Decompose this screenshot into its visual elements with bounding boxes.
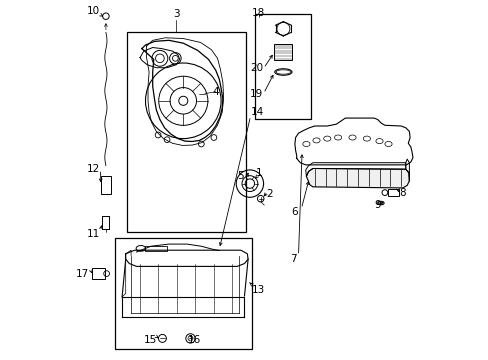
Bar <box>101 176 111 194</box>
Text: 14: 14 <box>250 107 263 117</box>
Text: 13: 13 <box>252 285 265 295</box>
Text: 10: 10 <box>86 6 100 16</box>
Text: 12: 12 <box>86 164 100 174</box>
Text: 19: 19 <box>249 89 263 99</box>
Text: 15: 15 <box>144 335 157 345</box>
Text: 17: 17 <box>76 269 89 279</box>
Text: 9: 9 <box>374 200 380 210</box>
Text: 2: 2 <box>266 189 272 199</box>
Bar <box>127 32 246 232</box>
Bar <box>274 44 292 60</box>
Polygon shape <box>306 168 408 188</box>
Text: 16: 16 <box>187 335 200 345</box>
Bar <box>387 189 399 196</box>
Text: 1: 1 <box>255 168 262 178</box>
Bar <box>145 246 167 251</box>
Text: 3: 3 <box>172 9 179 19</box>
Text: 6: 6 <box>291 207 298 217</box>
Text: 5: 5 <box>237 171 244 181</box>
Bar <box>255 14 310 119</box>
Bar <box>92 268 105 279</box>
Text: 18: 18 <box>252 8 265 18</box>
Text: 11: 11 <box>86 229 100 239</box>
Text: 4: 4 <box>212 87 219 97</box>
Text: 20: 20 <box>249 63 263 73</box>
Text: 7: 7 <box>289 254 296 264</box>
Text: 8: 8 <box>399 188 406 198</box>
Bar <box>115 238 251 349</box>
